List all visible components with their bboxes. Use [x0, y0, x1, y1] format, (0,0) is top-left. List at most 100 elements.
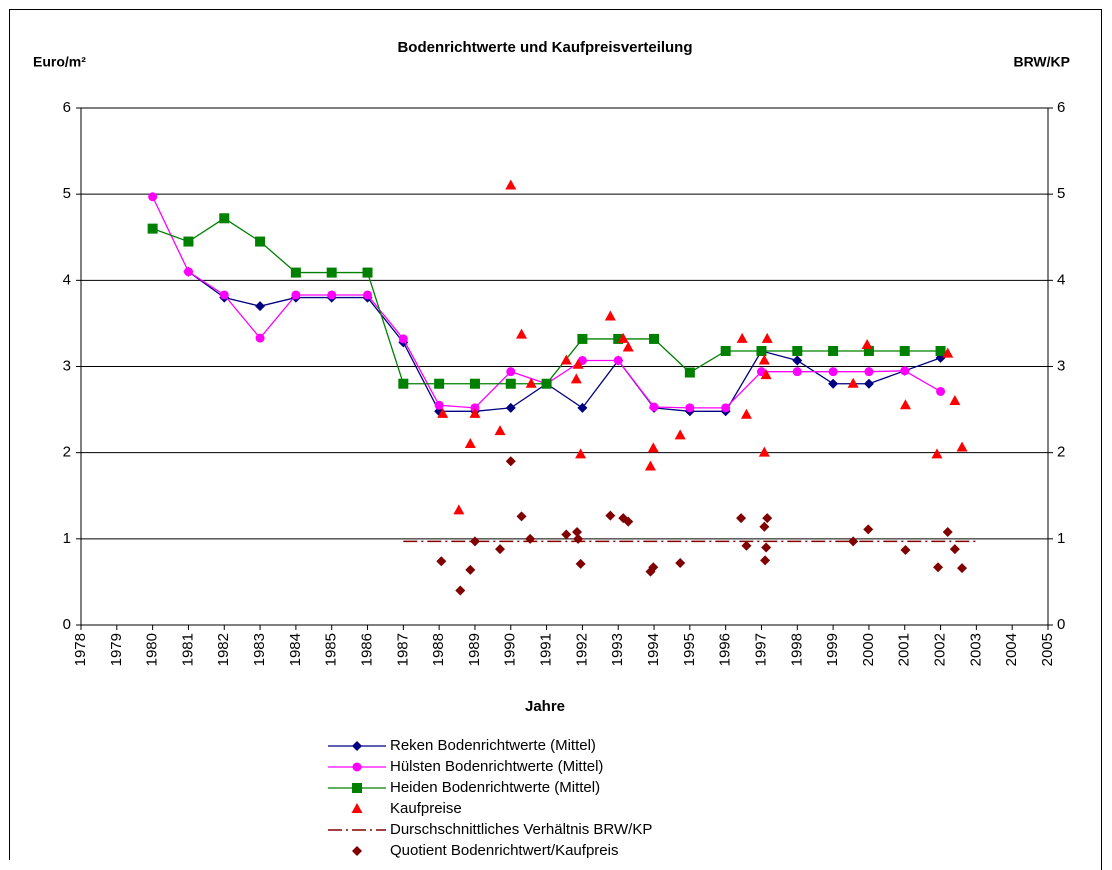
x-tick-label: 1985: [323, 633, 340, 666]
y-tick-label: 0: [63, 616, 71, 633]
marker-diamond: [648, 562, 659, 573]
marker-triangle: [622, 341, 634, 352]
marker-triangle: [604, 310, 616, 321]
marker-circle: [183, 267, 193, 277]
x-tick-label: 1984: [287, 633, 304, 666]
x-tick-label: 1981: [179, 633, 196, 666]
marker-diamond: [525, 533, 536, 544]
marker-diamond: [863, 378, 874, 389]
y-tick-label: 3: [63, 357, 71, 374]
legend-label: Reken Bodenrichtwerte (Mittel): [390, 737, 596, 754]
x-tick-label: 1993: [609, 633, 626, 666]
marker-triangle: [494, 425, 506, 436]
y2-tick-label: 6: [1057, 99, 1065, 116]
marker-square: [828, 345, 839, 356]
marker-square: [935, 345, 946, 356]
x-tick-label: 1997: [752, 633, 769, 666]
marker-circle: [398, 334, 408, 344]
marker-diamond: [933, 562, 944, 573]
y-axis-label: Euro/m²: [33, 54, 86, 70]
series-line: [152, 217, 941, 385]
marker-circle: [506, 367, 516, 377]
legend-marker: [352, 783, 362, 793]
marker-circle: [327, 290, 337, 300]
marker-diamond: [572, 526, 583, 537]
chart-frame: [9, 9, 1102, 870]
legend-label: Durschschnittliches Verhältnis BRW/KP: [390, 821, 652, 838]
marker-square: [756, 345, 767, 356]
marker-triangle: [644, 460, 656, 471]
x-tick-label: 2004: [1003, 633, 1020, 666]
x-tick-label: 1992: [573, 633, 590, 666]
marker-square: [290, 267, 301, 278]
x-tick-label: 1996: [717, 633, 734, 666]
marker-diamond: [575, 558, 586, 569]
marker-diamond: [573, 533, 584, 544]
marker-circle: [255, 333, 265, 343]
marker-circle: [363, 290, 373, 300]
series-line: [188, 271, 941, 412]
marker-triangle: [758, 446, 770, 457]
marker-diamond: [863, 524, 874, 535]
marker-diamond: [759, 521, 770, 532]
marker-triangle: [437, 407, 449, 418]
marker-triangle: [647, 442, 659, 453]
marker-square: [577, 333, 588, 344]
marker-triangle: [761, 332, 773, 343]
marker-diamond: [505, 456, 516, 467]
marker-triangle: [505, 179, 517, 190]
y2-tick-label: 1: [1057, 530, 1065, 547]
chart-title: Bodenrichtwerte und Kaufpreisverteilung: [397, 39, 692, 56]
marker-circle: [613, 355, 623, 365]
marker-diamond: [762, 513, 773, 524]
marker-diamond: [900, 545, 911, 556]
marker-triangle: [949, 394, 961, 405]
y-tick-label: 2: [63, 444, 71, 461]
y2-tick-label: 5: [1057, 185, 1065, 202]
marker-diamond: [455, 585, 466, 596]
y-tick-label: 1: [63, 530, 71, 547]
marker-diamond: [736, 513, 747, 524]
x-tick-label: 2002: [932, 633, 949, 666]
marker-circle: [434, 400, 444, 410]
marker-diamond: [623, 516, 634, 527]
marker-circle: [291, 290, 301, 300]
legend-label: Hülsten Bodenrichtwerte (Mittel): [390, 758, 603, 775]
x-tick-label: 1994: [645, 633, 662, 666]
marker-square: [720, 345, 731, 356]
y2-axis-label: BRW/KP: [1013, 54, 1070, 70]
marker-diamond: [577, 402, 588, 413]
marker-diamond: [436, 556, 447, 567]
x-tick-label: 1990: [502, 633, 519, 666]
marker-circle: [900, 366, 910, 376]
marker-circle: [685, 403, 695, 413]
marker-diamond: [760, 555, 771, 566]
marker-square: [147, 223, 158, 234]
marker-circle: [864, 367, 874, 377]
marker-triangle: [956, 441, 968, 452]
marker-diamond: [957, 563, 968, 574]
marker-triangle: [861, 338, 873, 349]
marker-triangle: [617, 332, 629, 343]
marker-triangle: [758, 354, 770, 365]
marker-square: [469, 378, 480, 389]
y2-tick-label: 3: [1057, 357, 1065, 374]
marker-diamond: [828, 378, 839, 389]
marker-diamond: [761, 542, 772, 553]
marker-diamond: [848, 536, 859, 547]
marker-circle: [936, 386, 946, 396]
x-axis-label: Jahre: [525, 698, 565, 715]
marker-triangle: [560, 354, 572, 365]
x-tick-label: 1998: [788, 633, 805, 666]
y2-tick-label: 4: [1057, 271, 1065, 288]
marker-triangle: [516, 328, 528, 339]
x-tick-label: 2003: [967, 633, 984, 666]
marker-circle: [721, 403, 731, 413]
marker-square: [613, 333, 624, 344]
marker-diamond: [605, 510, 616, 521]
marker-square: [326, 267, 337, 278]
marker-square: [684, 367, 695, 378]
x-tick-label: 1980: [144, 633, 161, 666]
x-tick-label: 2000: [860, 633, 877, 666]
